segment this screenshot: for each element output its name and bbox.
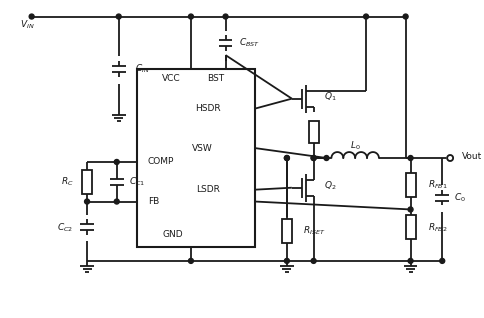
Text: VCC: VCC bbox=[162, 74, 180, 83]
Circle shape bbox=[407, 259, 412, 263]
Circle shape bbox=[114, 160, 119, 164]
Text: COMP: COMP bbox=[147, 157, 173, 166]
Bar bbox=[136, 69, 255, 247]
Circle shape bbox=[188, 259, 193, 263]
Text: FB: FB bbox=[148, 197, 159, 206]
Circle shape bbox=[223, 14, 227, 19]
Circle shape bbox=[402, 14, 407, 19]
Circle shape bbox=[116, 14, 121, 19]
Text: $Q_1$: $Q_1$ bbox=[323, 90, 335, 103]
Text: $R_{FB2}$: $R_{FB2}$ bbox=[427, 221, 447, 233]
Text: HSDR: HSDR bbox=[195, 104, 220, 113]
Circle shape bbox=[407, 207, 412, 212]
Circle shape bbox=[446, 155, 452, 161]
Text: $L_0$: $L_0$ bbox=[349, 140, 360, 152]
Circle shape bbox=[284, 156, 289, 161]
Bar bbox=[82, 170, 92, 194]
Text: $C_{IN}$: $C_{IN}$ bbox=[134, 63, 149, 75]
Text: $C_0$: $C_0$ bbox=[453, 191, 465, 204]
Text: BST: BST bbox=[207, 74, 224, 83]
Bar bbox=[281, 219, 291, 243]
Text: $R_{FB1}$: $R_{FB1}$ bbox=[427, 178, 447, 191]
Text: $C_{BST}$: $C_{BST}$ bbox=[239, 37, 260, 50]
Circle shape bbox=[188, 14, 193, 19]
Circle shape bbox=[323, 156, 328, 161]
Bar bbox=[308, 121, 318, 143]
Text: VSW: VSW bbox=[191, 144, 212, 153]
Circle shape bbox=[311, 259, 316, 263]
Text: $V_{IN}$: $V_{IN}$ bbox=[20, 18, 34, 31]
Circle shape bbox=[311, 156, 316, 161]
Text: Vout: Vout bbox=[461, 152, 481, 161]
Text: $Q_2$: $Q_2$ bbox=[323, 179, 335, 192]
Circle shape bbox=[29, 14, 34, 19]
Text: $C_{C1}$: $C_{C1}$ bbox=[128, 176, 145, 188]
Text: $C_{C2}$: $C_{C2}$ bbox=[57, 221, 73, 233]
Circle shape bbox=[284, 156, 289, 161]
Text: LSDR: LSDR bbox=[196, 185, 219, 194]
Text: $R_{ISET}$: $R_{ISET}$ bbox=[302, 225, 324, 238]
Circle shape bbox=[363, 14, 368, 19]
Circle shape bbox=[311, 156, 316, 161]
Circle shape bbox=[284, 259, 289, 263]
Circle shape bbox=[84, 199, 90, 204]
Text: $R_C$: $R_C$ bbox=[60, 176, 73, 188]
Circle shape bbox=[439, 259, 444, 263]
Text: GND: GND bbox=[163, 230, 183, 239]
Bar bbox=[405, 173, 415, 197]
Bar bbox=[405, 215, 415, 239]
Circle shape bbox=[446, 155, 452, 161]
Circle shape bbox=[407, 156, 412, 161]
Circle shape bbox=[114, 199, 119, 204]
